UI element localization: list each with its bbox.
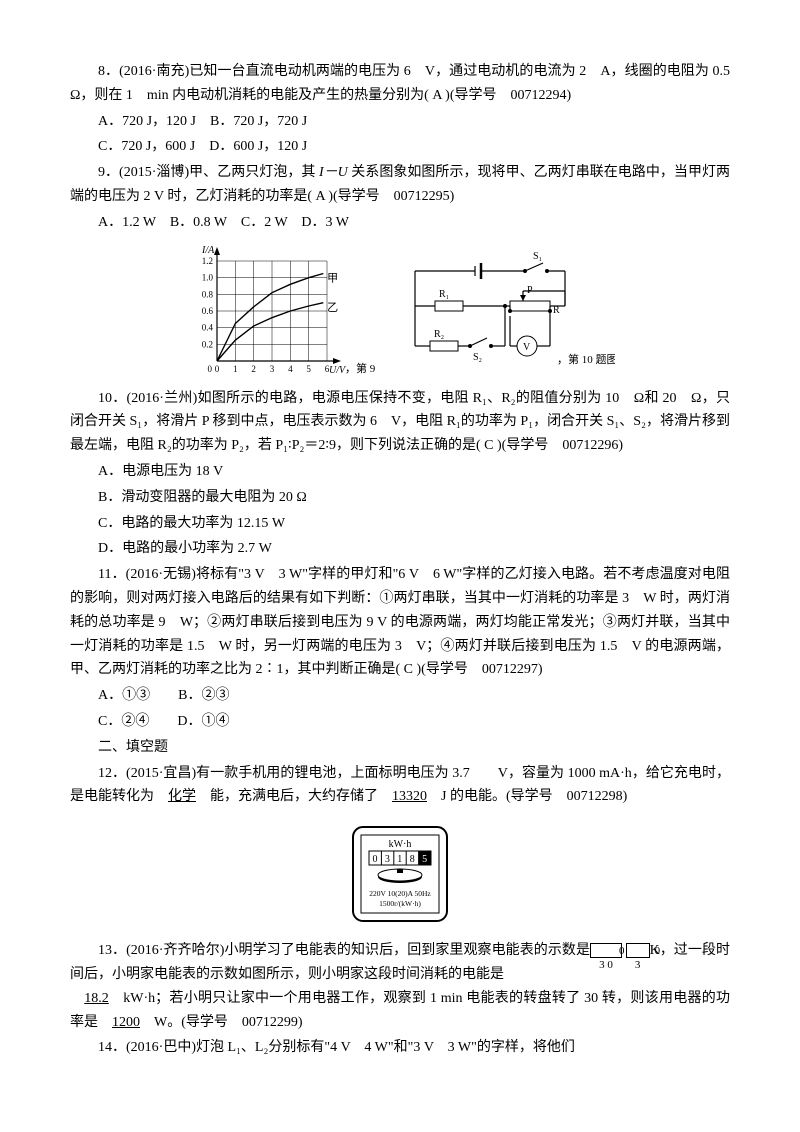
q10-circuit: S₁R₁PRR₂S₂V，第 10 题图) [405,251,615,381]
svg-text:0: 0 [215,364,220,374]
svg-text:甲: 甲 [327,272,338,284]
svg-text:0: 0 [373,854,378,865]
svg-text:5: 5 [422,854,427,865]
svg-text:R₂: R₂ [434,329,444,340]
meter-figure: kW·h 03185 220V 10(20)A 50Hz1500r/(kW·h) [70,819,730,929]
svg-text:0.6: 0.6 [202,306,214,316]
q13-box2: 0 3 [626,943,650,958]
q10-optD: D．电路的最小功率为 2.7 W [70,537,730,561]
q8-optD: D．600 J，120 J [209,139,307,154]
svg-text:乙: 乙 [327,300,338,313]
q9-stem: 9．(2015·淄博)甲、乙两只灯泡，其 I－U 关系图象如图所示，现将甲、乙两… [70,161,730,209]
q13-blank1: 18.2 [84,991,109,1006]
svg-text:1: 1 [233,364,238,374]
svg-text:3: 3 [385,854,390,865]
q8-optA: A．720 J，120 J [98,114,196,129]
q14-stem: 14．(2016·巴中)灯泡 L₁、L₂分别标有"4 V 4 W"和"3 V 3… [70,1036,730,1060]
fill-header: 二、填空题 [70,736,730,760]
q11-optsAB: A．①③ B．②③ [70,684,730,708]
q11-stem: 11．(2016·无锡)将标有"3 V 3 W"字样的甲灯和"6 V 6 W"字… [70,563,730,682]
q10-optB: B．滑动变阻器的最大电阻为 20 Ω [70,486,730,510]
q8-stem: 8．(2016·南充)已知一台直流电动机两端的电压为 6 V，通过电动机的电流为… [70,60,730,108]
svg-text:0.8: 0.8 [202,289,214,299]
q8-optB: B．720 J，720 J [210,114,307,129]
q13-blank2: 1200 [112,1015,140,1030]
svg-text:2: 2 [251,364,256,374]
svg-text:S₂: S₂ [473,352,482,363]
svg-text:5: 5 [306,364,311,374]
svg-text:I/A: I/A [201,245,215,256]
q9-options: A．1.2 W B．0.8 W C．2 W D．3 W [70,211,730,235]
q9-chart: 01234560.20.40.60.81.01.20I/AU/V甲乙，第 9 题… [185,241,375,381]
svg-text:1: 1 [397,854,402,865]
q13-box1: 0 3 0 [590,943,622,958]
q10-optC: C．电路的最大功率为 12.15 W [70,512,730,536]
svg-text:kW·h: kW·h [389,839,412,850]
svg-text:，第 9 题图): ，第 9 题图) [345,361,375,375]
svg-text:1.0: 1.0 [202,272,214,282]
svg-text:R: R [553,305,560,316]
svg-text:4: 4 [288,364,293,374]
q10-optA: A．电源电压为 18 V [70,460,730,484]
q8-options-ab: A．720 J，120 J B．720 J，720 J [70,110,730,134]
svg-text:V: V [523,342,531,353]
q12-stem: 12．(2015·宜昌)有一款手机用的锂电池，上面标明电压为 3.7 V，容量为… [70,762,730,810]
svg-text:R₁: R₁ [439,289,449,300]
q13-post: W。(导学号 00712299) [140,1015,303,1030]
q13-stem: 13．(2016·齐齐哈尔)小明学习了电能表的知识后，回到家里观察电能表的示数是… [70,939,730,1034]
q12-blank1: 化学 [168,789,196,804]
svg-text:0: 0 [208,364,213,374]
q12-post: J 的电能。(导学号 00712298) [427,789,627,804]
q8-options-cd: C．720 J，600 J D．600 J，120 J [70,135,730,159]
svg-text:S₁: S₁ [533,251,542,262]
q10-stem: 10．(2016·兰州)如图所示的电路，电源电压保持不变，电阻 R₁、R₂的阻值… [70,387,730,458]
q11-optsCD: C．②④ D．①④ [70,710,730,734]
svg-text:220V 10(20)A 50Hz: 220V 10(20)A 50Hz [369,889,431,898]
svg-text:1500r/(kW·h): 1500r/(kW·h) [379,899,421,908]
q8-optC: C．720 J，600 J [98,139,195,154]
q9-stem-pre: 9．(2015·淄博)甲、乙两只灯泡，其 [98,165,319,180]
svg-text:0.2: 0.2 [202,339,213,349]
figures-row: 01234560.20.40.60.81.01.20I/AU/V甲乙，第 9 题… [70,241,730,381]
q9-iu: I－U [319,165,348,180]
q13-pre: 13．(2016·齐齐哈尔)小明学习了电能表的知识后，回到家里观察电能表的示数是 [98,943,590,958]
q12-blank2: 13320 [392,789,427,804]
svg-text:1.2: 1.2 [202,256,213,266]
svg-text:8: 8 [410,854,415,865]
svg-text:，第 10 题图): ，第 10 题图) [557,352,615,366]
q12-mid: 能，充满电后，大约存储了 [196,789,392,804]
svg-text:3: 3 [270,364,275,374]
svg-text:0.4: 0.4 [202,322,214,332]
